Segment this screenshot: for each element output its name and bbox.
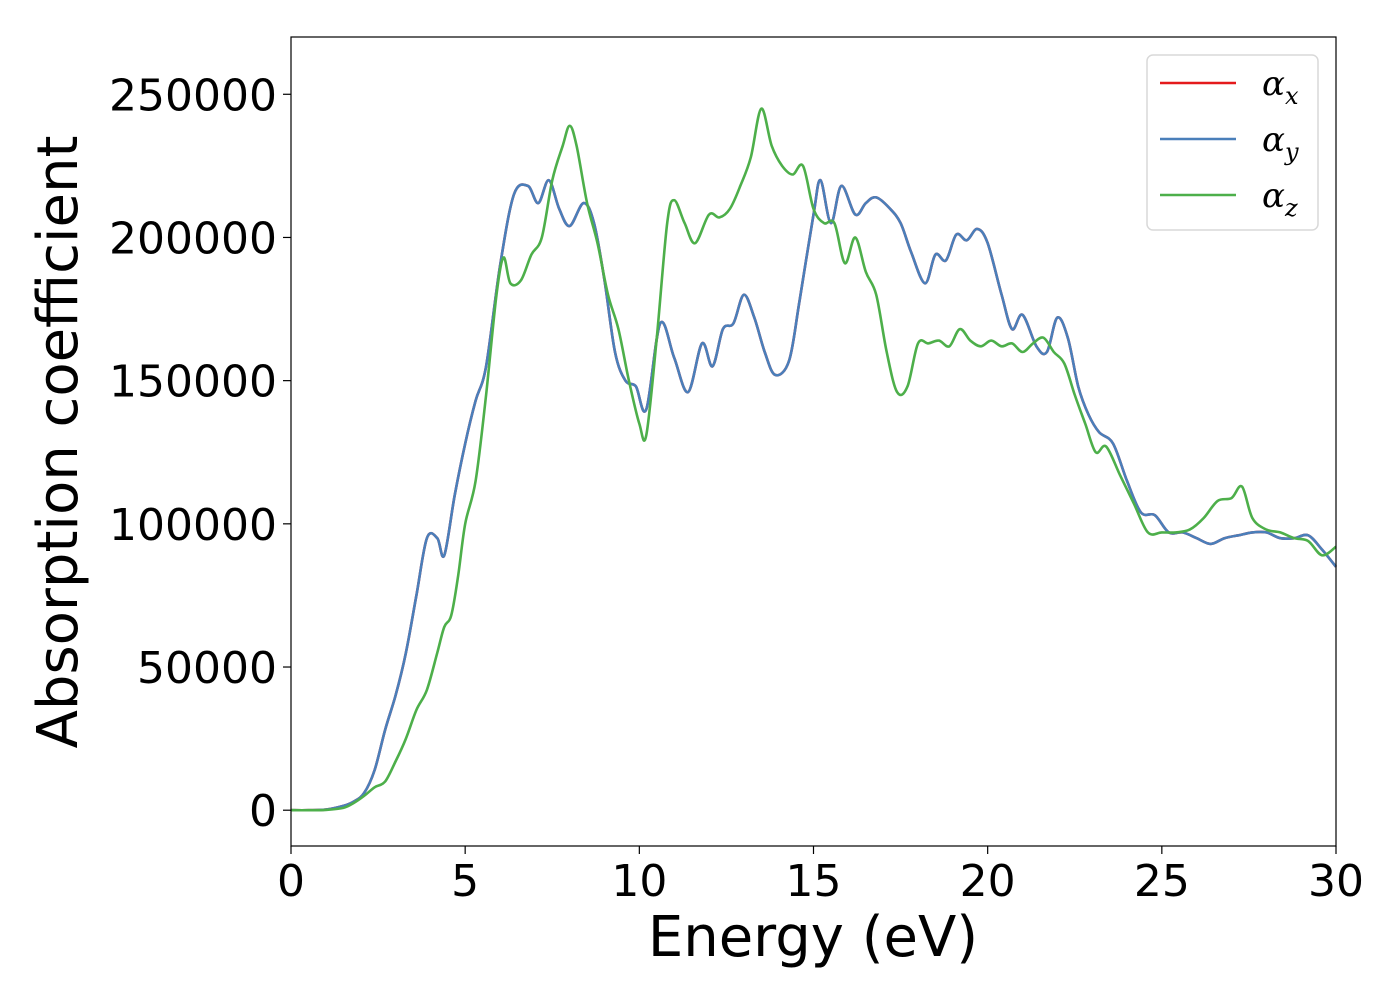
y-tick-label: 100000 [109,500,277,551]
y-tick-label: 200000 [109,213,277,264]
x-tick-label: 30 [1308,856,1364,907]
x-tick-label: 15 [786,856,842,907]
x-tick-label: 5 [451,856,479,907]
y-tick-label: 250000 [109,70,277,121]
y-tick-label: 0 [249,786,277,837]
x-tick-label: 20 [960,856,1016,907]
y-axis-title: Absorption coefficient [26,136,91,749]
y-axis-ticks: 0 50000 100000 150000 200000 250000 [109,70,291,837]
x-tick-label: 25 [1134,856,1190,907]
series-line-z [290,107,1337,812]
y-tick-label: 150000 [109,357,277,408]
y-tick-label: 50000 [137,643,277,694]
x-tick-label: 10 [611,856,667,907]
x-axis-ticks: 0 5 10 15 20 25 30 [277,846,1364,907]
x-tick-label: 0 [277,856,305,907]
x-axis-title: Energy (eV) [648,905,978,970]
series-layer [290,107,1338,812]
legend-box [1146,54,1319,231]
series-line-y [290,178,1338,812]
